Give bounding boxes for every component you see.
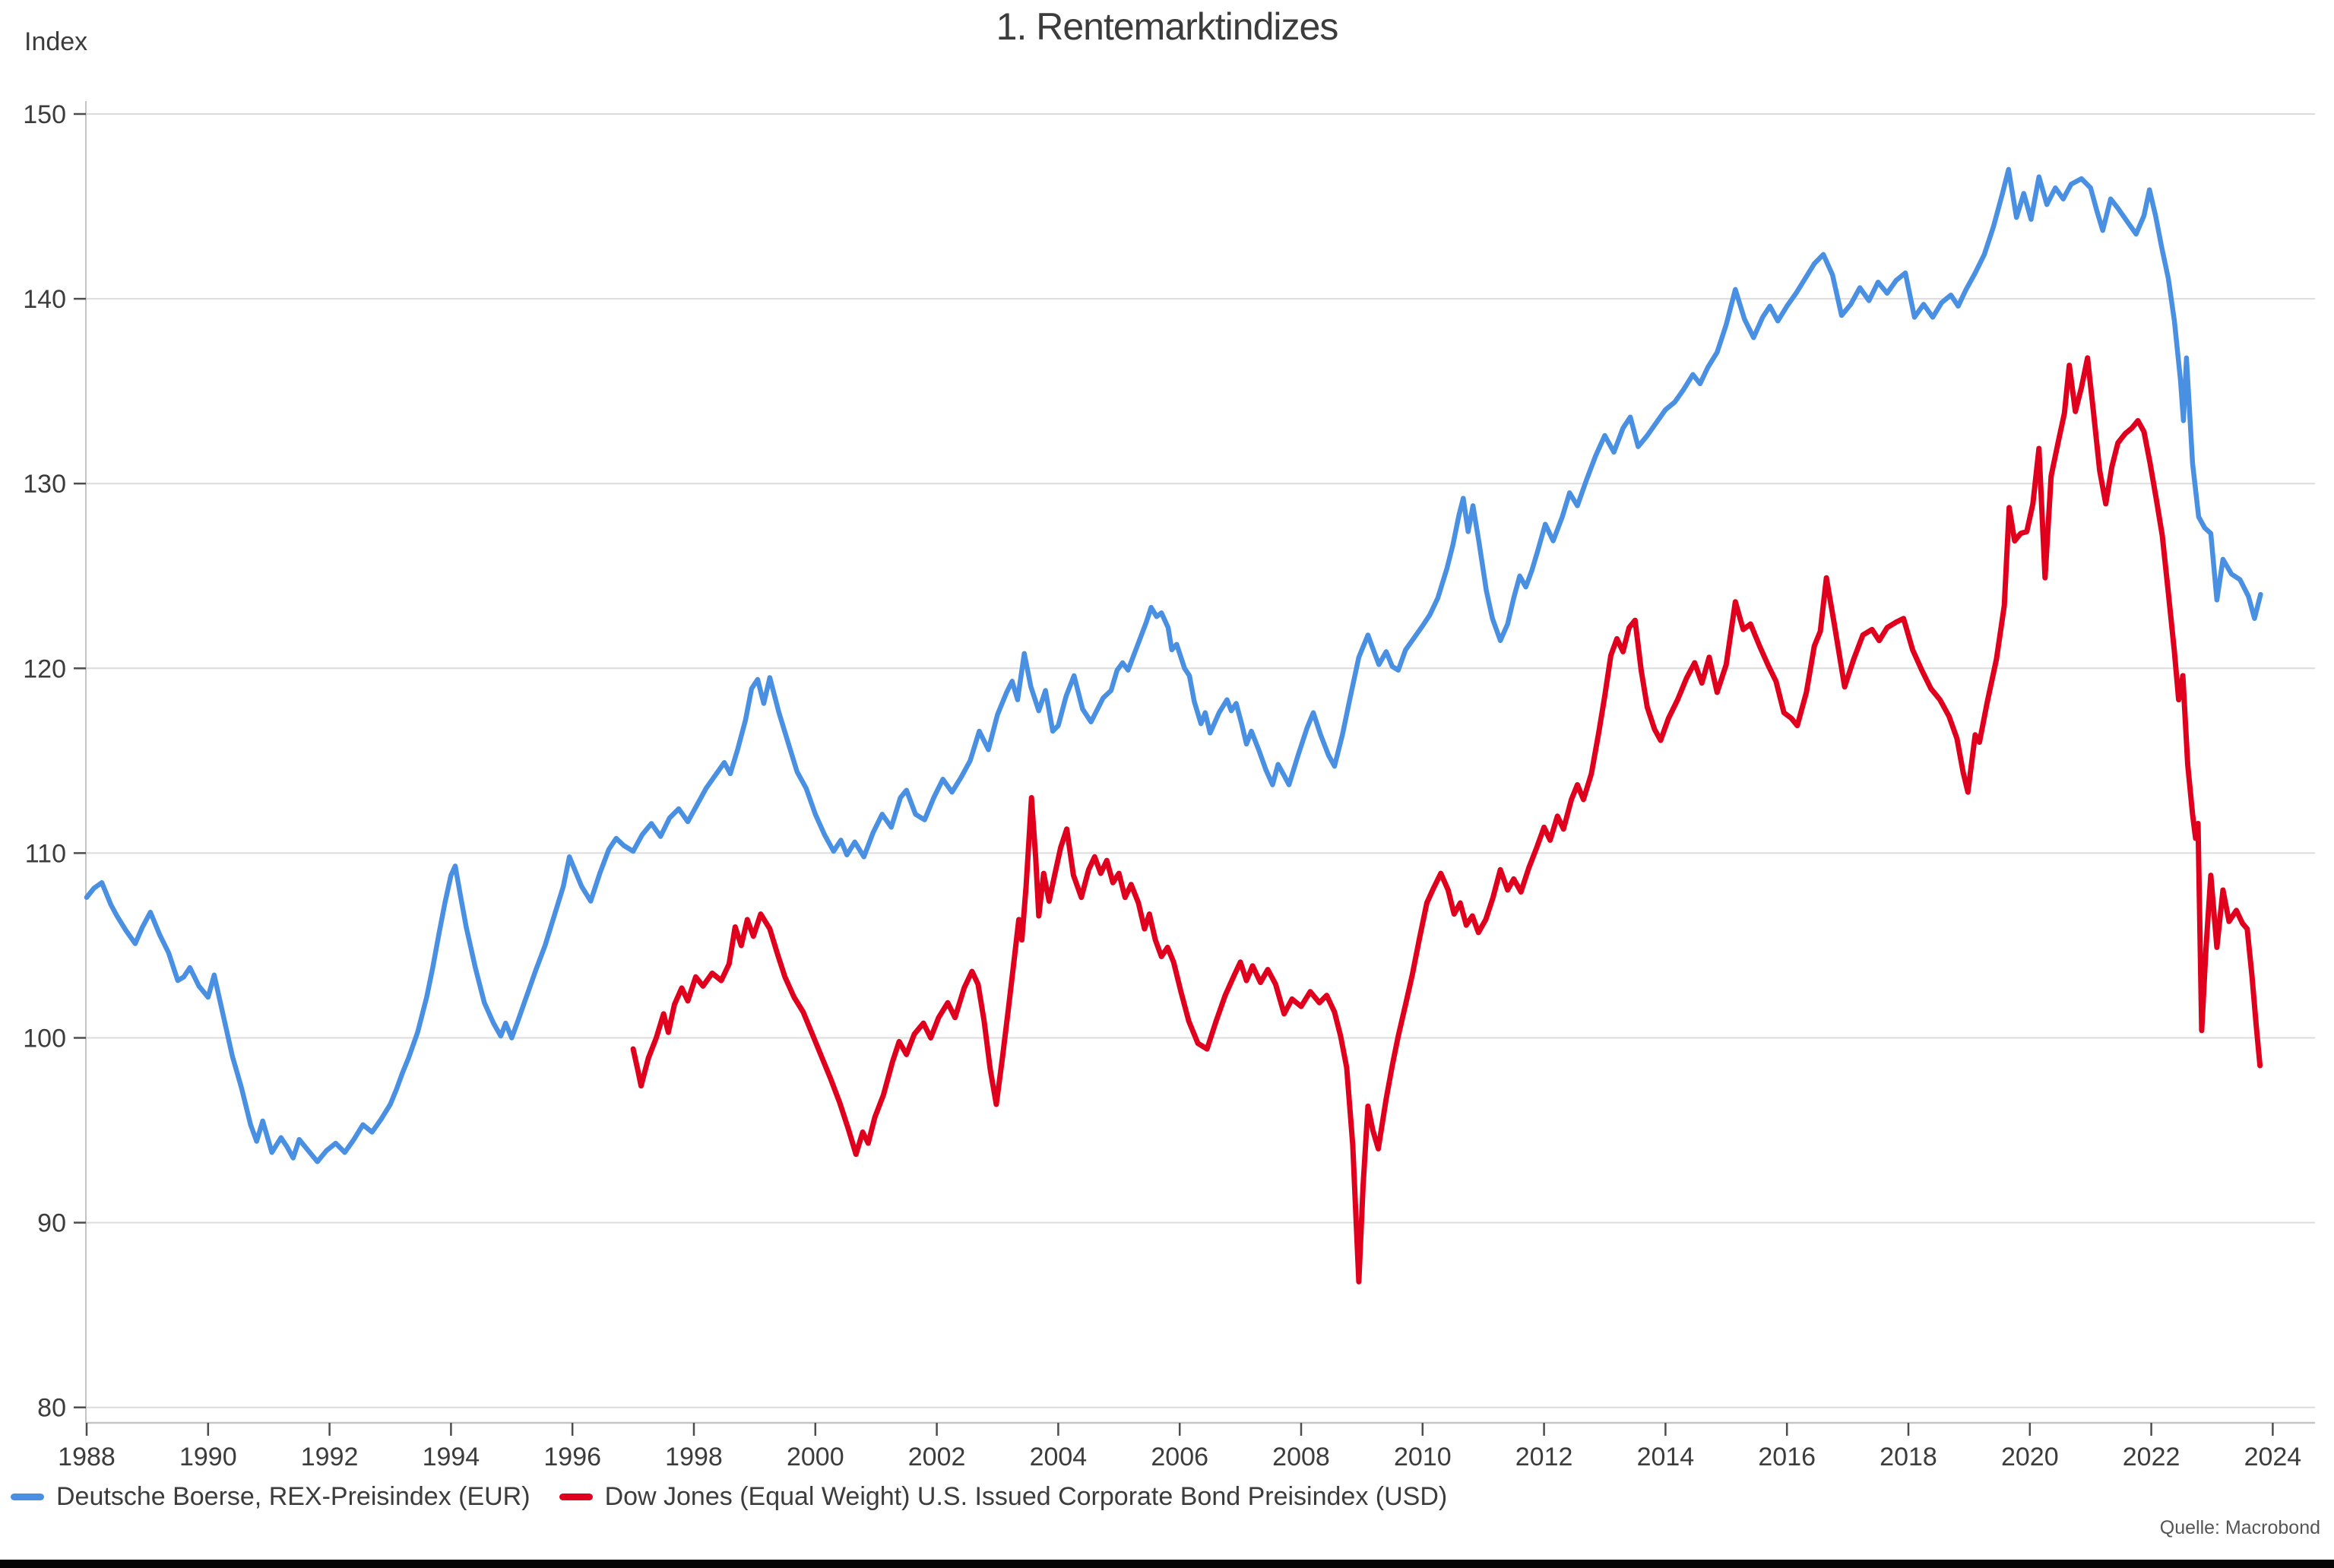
data-series <box>84 166 2263 1284</box>
bottom-bar <box>0 1560 2334 1568</box>
x-tick-label: 1996 <box>543 1443 601 1471</box>
x-tick-label: 2016 <box>1758 1443 1816 1471</box>
source-label: Quelle: Macrobond <box>2159 1517 2320 1538</box>
x-tick-label: 1988 <box>58 1443 116 1471</box>
x-tick-label: 2010 <box>1394 1443 1452 1471</box>
x-tick-label: 2018 <box>1880 1443 1937 1471</box>
legend-swatch-blue-icon <box>11 1494 44 1500</box>
y-tick-label: 130 <box>23 470 66 499</box>
y-axis-title: Index <box>24 27 88 56</box>
x-tick-label: 1998 <box>665 1443 723 1471</box>
y-tick-label: 120 <box>23 654 66 683</box>
x-tick-label: 2000 <box>787 1443 844 1471</box>
page-title: 1. Rentemarktindizes <box>996 5 1339 48</box>
y-tick-label: 140 <box>23 285 66 314</box>
legend: Deutsche Boerse, REX-Preisindex (EUR) Do… <box>11 1482 1464 1512</box>
x-tick-label: 2020 <box>2001 1443 2059 1471</box>
legend-label-rex: Deutsche Boerse, REX-Preisindex (EUR) <box>56 1482 530 1511</box>
legend-swatch-red-icon <box>559 1494 593 1500</box>
legend-label-dowjones: Dow Jones (Equal Weight) U.S. Issued Cor… <box>604 1482 1448 1511</box>
x-tick-label: 2008 <box>1272 1443 1330 1471</box>
x-tick-label: 2012 <box>1515 1443 1573 1471</box>
y-tick-label: 80 <box>37 1394 66 1423</box>
y-tick-label: 150 <box>23 100 66 129</box>
legend-item-rex: Deutsche Boerse, REX-Preisindex (EUR) <box>11 1482 530 1512</box>
x-tick-label: 1992 <box>301 1443 359 1471</box>
x-tick-label: 2024 <box>2244 1443 2302 1471</box>
x-tick-label: 1994 <box>423 1443 480 1471</box>
axes <box>85 101 2315 1424</box>
axis-ticks: 80 90 100 110 120 130 140 150 1988 1990 1992 1994 19… <box>23 100 2301 1471</box>
legend-item-dowjones: Dow Jones (Equal Weight) U.S. Issued Cor… <box>559 1482 1448 1512</box>
x-tick-label: 2022 <box>2123 1443 2180 1471</box>
x-tick-label: 2002 <box>908 1443 966 1471</box>
x-tick-label: 1990 <box>179 1443 237 1471</box>
y-tick-label: 90 <box>37 1209 66 1238</box>
y-tick-label: 100 <box>23 1025 66 1053</box>
x-tick-label: 2004 <box>1030 1443 1088 1471</box>
y-tick-label: 110 <box>25 839 66 868</box>
series-line-rex <box>84 166 2263 1164</box>
x-tick-label: 2014 <box>1637 1443 1695 1471</box>
series-line-dowjones <box>630 355 2263 1284</box>
gridlines <box>86 113 2315 1408</box>
x-tick-label: 2006 <box>1151 1443 1208 1471</box>
